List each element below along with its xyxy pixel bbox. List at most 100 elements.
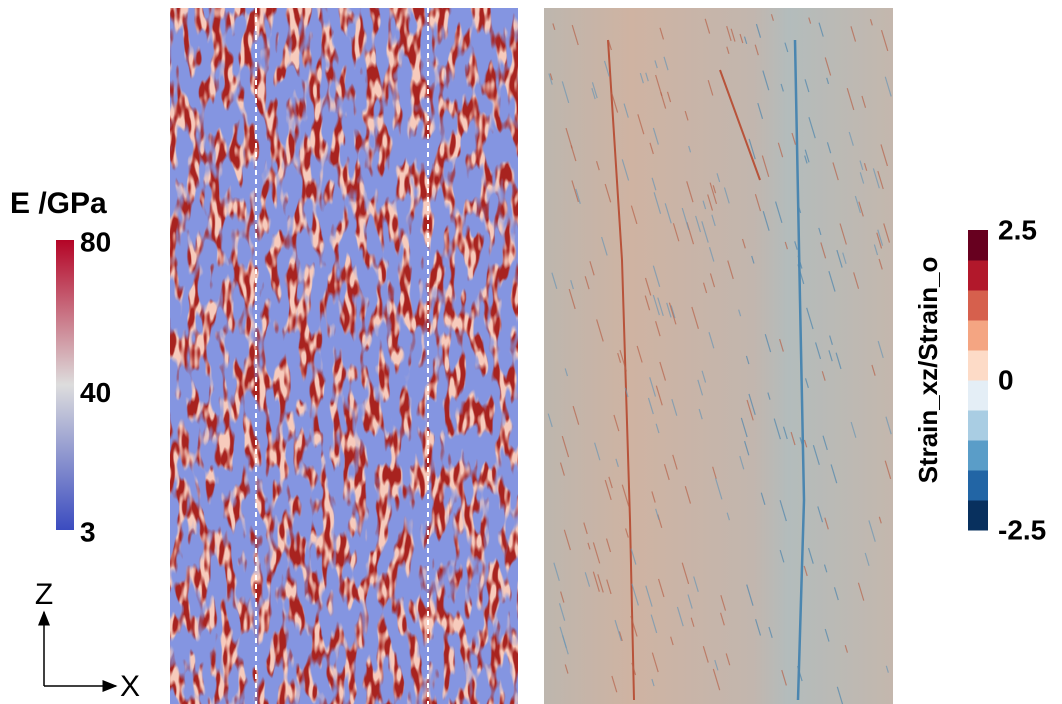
streak [655, 423, 660, 434]
streak [877, 229, 884, 246]
streak [644, 295, 651, 311]
streak [552, 23, 556, 30]
streak [745, 355, 750, 365]
streak [698, 408, 703, 420]
streak [547, 413, 553, 428]
streak [670, 636, 674, 646]
streak [850, 421, 857, 438]
streak [611, 92, 619, 113]
streak [806, 307, 814, 330]
streak [807, 547, 814, 564]
streak [660, 92, 667, 109]
streak [774, 201, 783, 223]
streak [871, 364, 876, 376]
streak [779, 549, 785, 563]
streak [773, 418, 781, 440]
streak [883, 223, 891, 243]
streak [631, 583, 639, 606]
tick-label: 2.5 [998, 214, 1037, 245]
streak [839, 223, 847, 245]
streak [767, 392, 771, 400]
streak [738, 309, 742, 317]
streak [671, 399, 678, 416]
streak [859, 160, 864, 171]
streak [859, 172, 865, 184]
streak [615, 458, 619, 468]
streak [826, 77, 830, 85]
streak [603, 60, 610, 77]
streak [702, 200, 707, 210]
streak [863, 163, 868, 171]
streak [575, 188, 581, 204]
streak [768, 626, 773, 638]
streak [690, 617, 695, 627]
streak [630, 548, 637, 565]
streak [878, 516, 882, 524]
streak [743, 440, 750, 456]
streak [884, 460, 892, 480]
streak [854, 195, 861, 214]
colorbar [56, 240, 74, 530]
streak [716, 173, 721, 183]
streak [549, 73, 553, 81]
streak [868, 520, 876, 542]
streak [659, 27, 665, 40]
streak [652, 127, 659, 145]
streak [858, 201, 864, 217]
streak [652, 294, 660, 316]
streak [644, 277, 652, 296]
streak [814, 342, 822, 360]
streak [804, 155, 808, 164]
streak [764, 333, 772, 353]
streak [726, 512, 731, 521]
streak [877, 170, 884, 190]
streak [842, 252, 847, 264]
streak [826, 142, 832, 154]
streak [823, 564, 828, 573]
streak [828, 350, 833, 362]
streak [820, 242, 827, 259]
streak [761, 155, 770, 178]
streak [697, 379, 704, 396]
streak [591, 82, 598, 99]
streak [649, 142, 654, 155]
streak [791, 132, 797, 145]
colorbar-title: Strain_xz/Strain_o [913, 257, 943, 484]
streak [666, 302, 672, 318]
streak [726, 25, 732, 42]
tick-label: -2.5 [998, 514, 1046, 545]
streak [621, 159, 630, 181]
streak [568, 288, 576, 310]
streak [606, 579, 612, 595]
streak [848, 131, 854, 146]
streak [835, 352, 842, 370]
streak [592, 542, 601, 564]
streak [601, 236, 608, 256]
streak [655, 508, 660, 520]
streak [655, 321, 661, 337]
streak [572, 405, 580, 425]
streak [596, 319, 604, 342]
streak [668, 302, 677, 325]
streak [618, 631, 623, 642]
streak [844, 645, 849, 653]
streak [708, 332, 715, 349]
streak [782, 426, 788, 440]
streak [695, 215, 702, 233]
streak [704, 18, 711, 34]
strain-field [544, 8, 893, 704]
x-label: X [120, 670, 140, 703]
streak [739, 455, 745, 470]
streak [657, 297, 664, 317]
streak [611, 675, 618, 693]
streak [570, 279, 574, 290]
streak [797, 665, 803, 682]
streak [784, 42, 789, 53]
streak [757, 102, 764, 119]
streak [595, 160, 600, 171]
streak [873, 244, 879, 256]
streak [755, 618, 762, 636]
streak [770, 14, 774, 21]
streak [630, 615, 638, 637]
colorbar-band [968, 410, 988, 441]
